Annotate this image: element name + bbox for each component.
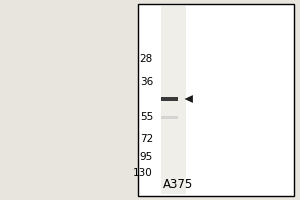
Text: 36: 36 bbox=[140, 77, 153, 87]
Text: 72: 72 bbox=[140, 134, 153, 144]
Polygon shape bbox=[184, 95, 193, 103]
Text: 130: 130 bbox=[133, 168, 153, 178]
Text: 28: 28 bbox=[140, 54, 153, 64]
Text: 55: 55 bbox=[140, 112, 153, 122]
Text: A375: A375 bbox=[164, 178, 194, 190]
Bar bbox=[160, 6, 186, 194]
Bar bbox=[160, 97, 178, 101]
Bar bbox=[138, 4, 294, 196]
Bar bbox=[160, 116, 178, 118]
Text: 95: 95 bbox=[140, 152, 153, 162]
